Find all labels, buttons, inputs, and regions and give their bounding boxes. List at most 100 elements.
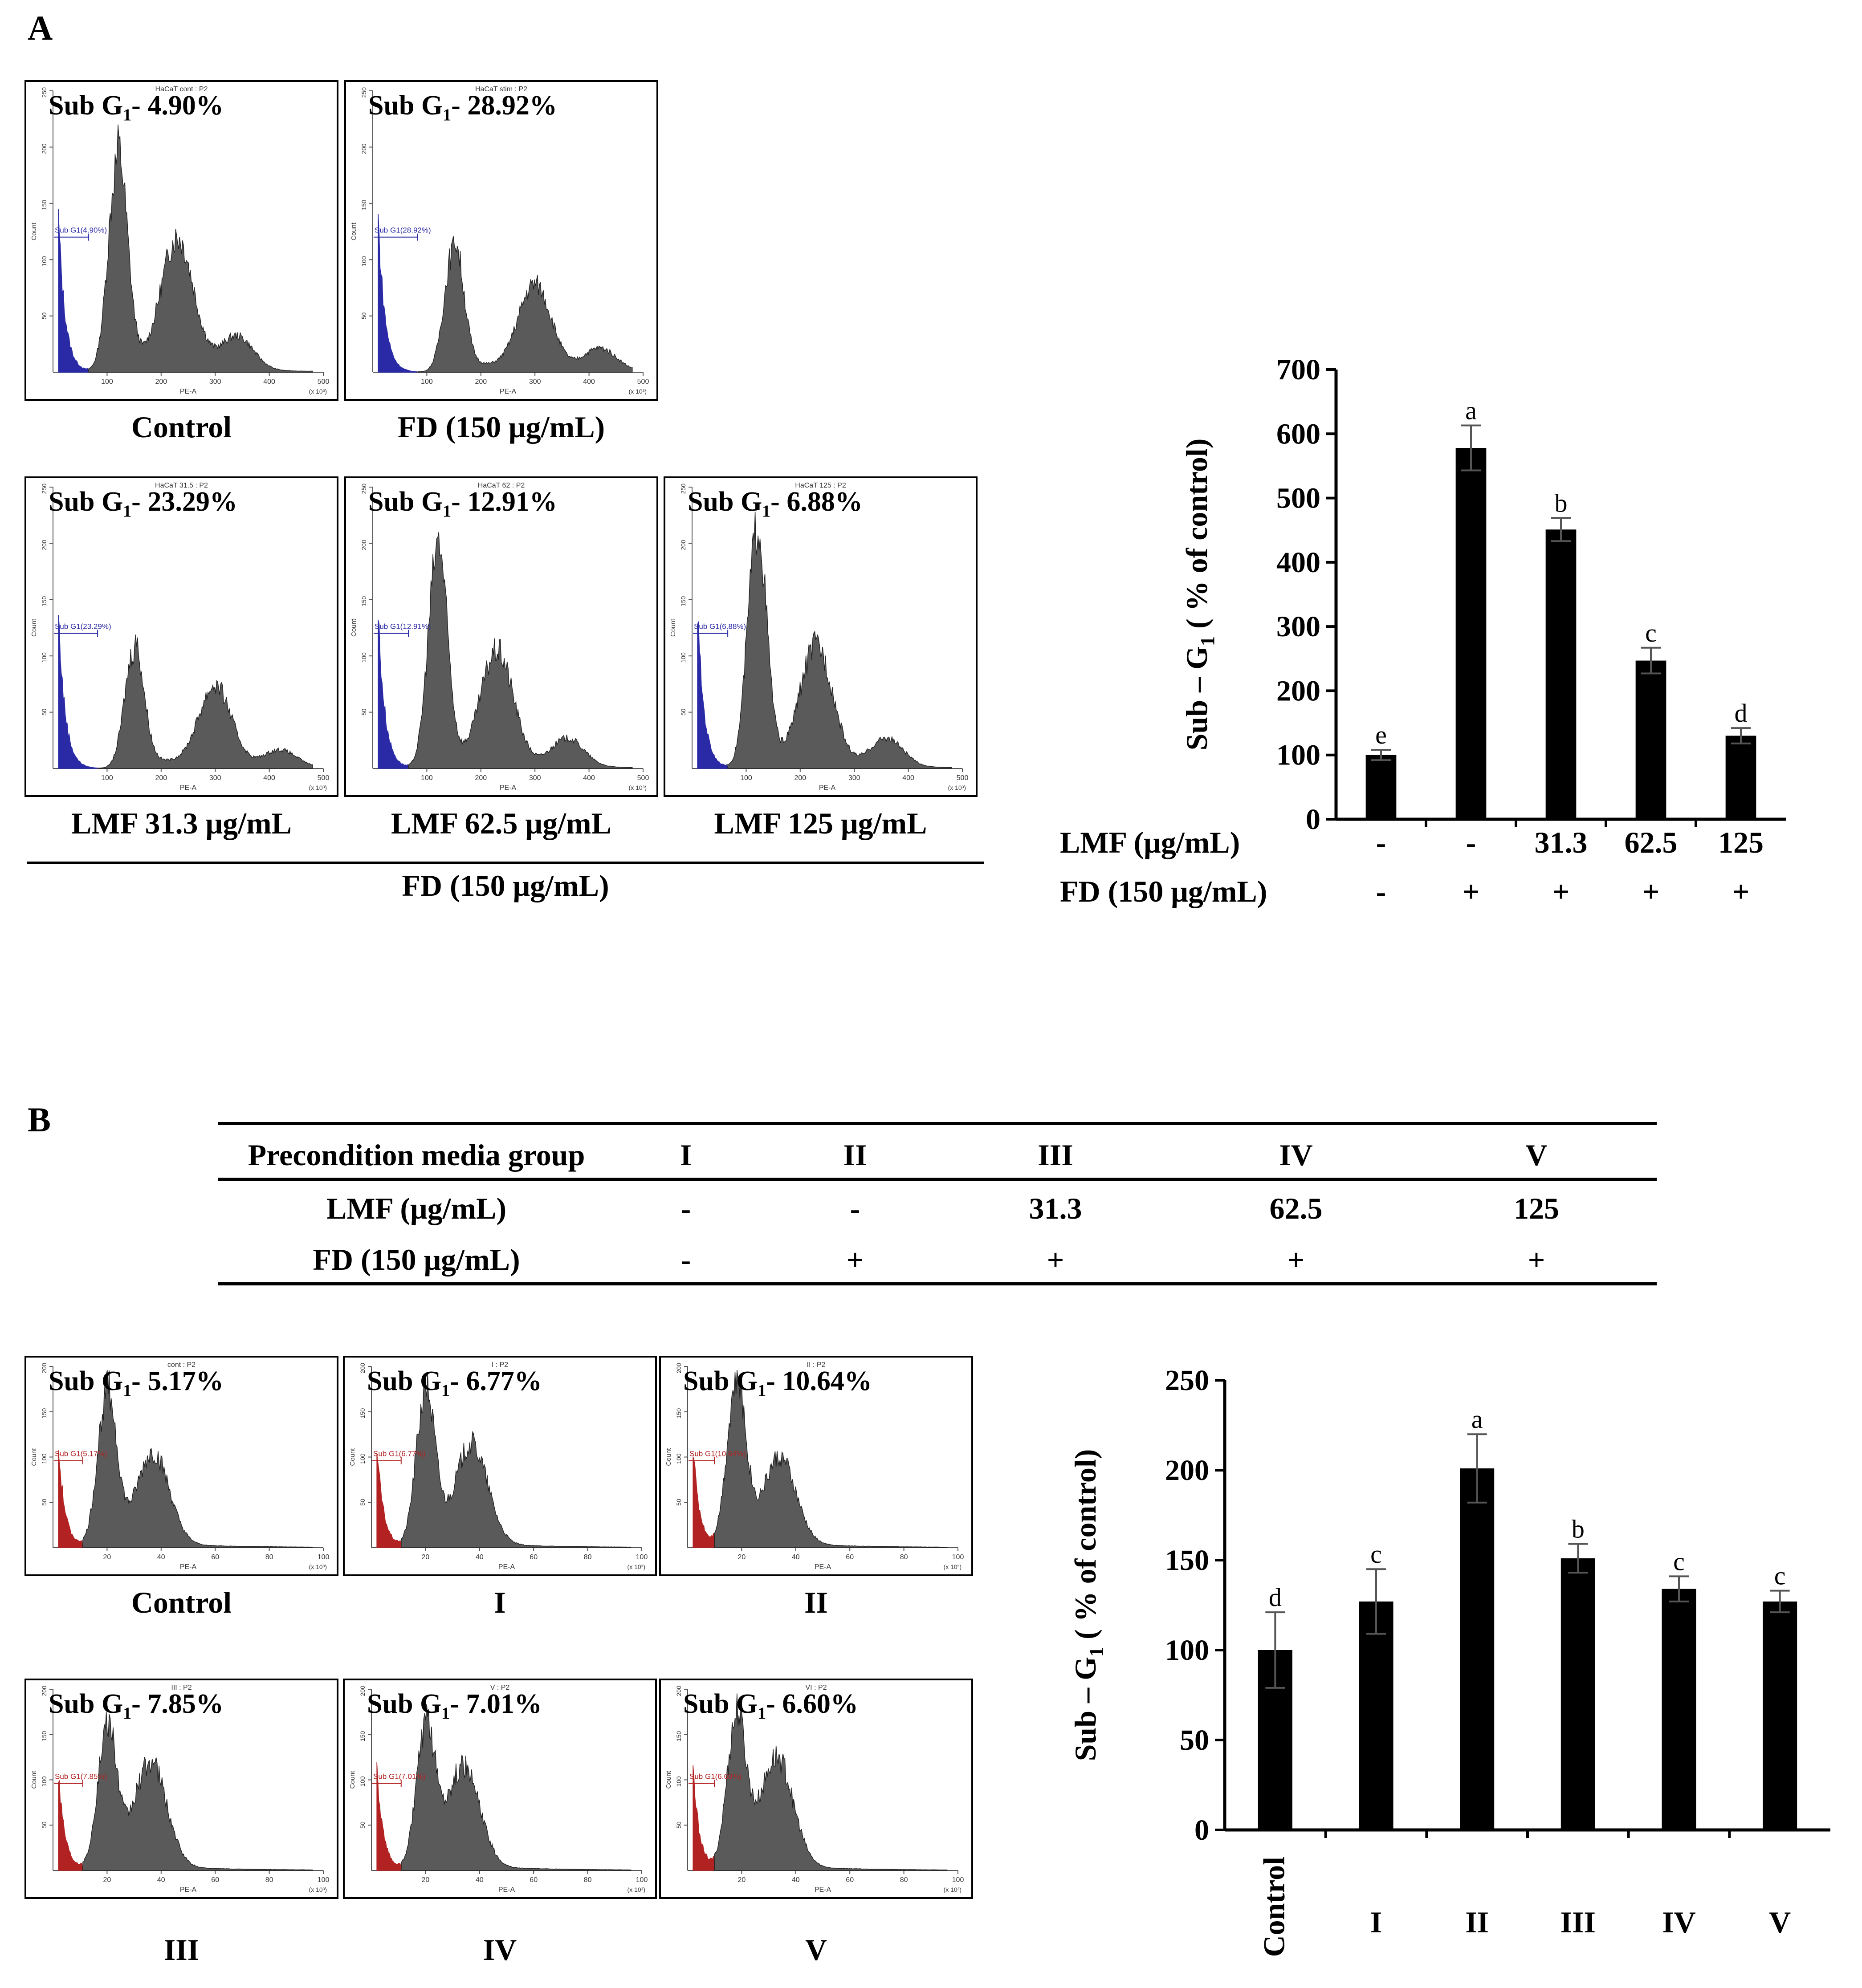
row-value: 125 — [1718, 825, 1764, 859]
histogram-x-title: PE-A — [180, 388, 197, 395]
histogram-y-tick: 50 — [41, 312, 48, 319]
row-value: - — [1376, 874, 1386, 908]
bar — [1460, 1468, 1495, 1830]
histogram-gate-label: Sub G1(6.60%) — [689, 1773, 742, 1781]
row-value: + — [1463, 874, 1480, 908]
histogram-x-tick: 60 — [211, 1876, 219, 1884]
histogram-x-tick: 20 — [738, 1553, 746, 1561]
histogram-subg1-region — [693, 1765, 715, 1871]
histogram-x-tick: 100 — [318, 1876, 330, 1884]
histogram-gate-label: Sub G1(12.91%) — [375, 622, 431, 631]
histogram-x-tick: 400 — [263, 774, 275, 782]
histogram-x-unit: (x 10³) — [944, 1886, 962, 1893]
panel-b-histogram-15: VI : P2 20 40 60 80 100 PE-A (x 10³) 50 100 150 200… — [659, 1679, 973, 1899]
table-rule — [218, 1122, 1657, 1125]
histogram-x-title: PE-A — [180, 1886, 197, 1894]
histogram-main-region — [88, 124, 313, 373]
histogram-axes: 100 200 300 400 500 PE-A (x 10³) 50 100 150 200 250… — [350, 87, 649, 395]
table-header-cell: II — [843, 1138, 867, 1172]
histogram-y-title: Count — [349, 1771, 356, 1789]
histogram-x-tick: 300 — [209, 378, 221, 386]
bar — [1545, 529, 1577, 819]
panel-a-histogram-3: HaCaT 62 : P2 100 200 300 400 500 PE-A (x 10³) 5… — [344, 476, 658, 797]
histogram-x-tick: 20 — [103, 1876, 111, 1884]
histogram-x-tick: 40 — [476, 1876, 484, 1884]
histogram-gate-label: Sub G1(28.92%) — [375, 226, 431, 235]
histogram-x-tick: 80 — [584, 1876, 592, 1884]
x-category-label: IV — [1662, 1905, 1696, 1939]
panel-b-histogram-12: II : P2 20 40 60 80 100 PE-A (x 10³) 50 100 150 200… — [659, 1356, 973, 1576]
histogram-y-tick: 150 — [359, 1408, 366, 1419]
histogram-x-tick: 40 — [792, 1876, 800, 1884]
histogram-y-tick: 200 — [360, 540, 367, 550]
histogram-title: HaCaT stim : P2 — [475, 85, 528, 93]
histogram-y-tick: 200 — [41, 1686, 48, 1696]
histogram-x-tick: 500 — [318, 378, 330, 386]
y-tick-label: 100 — [1165, 1634, 1209, 1667]
histogram-y-tick: 100 — [675, 1776, 682, 1787]
histogram-x-tick: 400 — [263, 378, 275, 386]
histogram-x-tick: 60 — [530, 1553, 538, 1561]
histogram-subg1-region — [376, 1453, 402, 1548]
histogram-x-title: PE-A — [500, 784, 517, 792]
table-header-cell: Precondition media group — [248, 1138, 585, 1172]
histogram-x-tick: 100 — [421, 378, 433, 386]
histogram-y-title: Count — [665, 1771, 672, 1789]
histogram-x-tick: 20 — [422, 1876, 430, 1884]
table-cell: + — [1528, 1243, 1545, 1277]
panel-b-histogram-14: V : P2 20 40 60 80 100 PE-A (x 10³) 50 100 150 200 C… — [343, 1679, 657, 1899]
table-cell: + — [1287, 1243, 1305, 1277]
histogram-main-region — [401, 1704, 632, 1871]
histogram-x-tick: 500 — [637, 378, 649, 386]
histogram-y-tick: 100 — [675, 1453, 682, 1464]
histogram-x-title: PE-A — [180, 1563, 197, 1571]
histogram-y-tick: 200 — [41, 143, 48, 154]
histogram-y-title: Count — [30, 222, 38, 240]
histogram-y-tick: 150 — [359, 1731, 366, 1742]
panel-a-bar-chart: 0 100 200 300 400 500 600 700 Sub – G1 ( % of co… — [1060, 354, 1786, 908]
histogram-y-tick: 200 — [359, 1686, 366, 1696]
significance-letter: a — [1471, 1405, 1483, 1434]
table-header-cell: IV — [1279, 1138, 1313, 1172]
histogram-y-tick: 200 — [360, 143, 367, 154]
histogram-y-tick: 50 — [41, 1499, 48, 1506]
significance-letter: a — [1465, 396, 1477, 425]
histogram-subg1-label: Sub G1- 7.01% — [367, 1689, 542, 1723]
histogram-y-tick: 50 — [359, 1821, 366, 1829]
histogram-x-tick: 60 — [846, 1876, 854, 1884]
histogram-subg1-label: Sub G1- 28.92% — [368, 90, 557, 125]
histogram-main-region — [97, 634, 313, 769]
histogram-x-title: PE-A — [815, 1563, 831, 1571]
row-value: + — [1732, 874, 1750, 908]
histogram-gate-label: Sub G1(7.85%) — [55, 1773, 107, 1781]
y-tick-label: 200 — [1276, 675, 1320, 707]
histogram-main-region — [714, 1370, 948, 1548]
histogram-y-tick: 200 — [680, 540, 687, 550]
histogram-title: HaCaT cont : P2 — [155, 85, 208, 93]
histogram-y-title: Count — [349, 1448, 356, 1466]
histogram-x-tick: 60 — [530, 1876, 538, 1884]
histogram-y-tick: 150 — [41, 1408, 48, 1419]
histogram-x-tick: 100 — [318, 1553, 330, 1561]
y-tick-label: 300 — [1276, 610, 1320, 643]
panel-b-histogram-caption: Control — [131, 1586, 232, 1619]
histogram-x-unit: (x 10³) — [627, 1563, 645, 1570]
histogram-title: HaCaT 62 : P2 — [477, 482, 525, 489]
panel-a-group-rule — [27, 862, 984, 864]
histogram-subg1-region — [378, 214, 418, 373]
histogram-x-unit: (x 10³) — [629, 388, 647, 395]
histogram-subg1-region — [697, 621, 729, 769]
table-cell: FD (150 μg/mL) — [313, 1243, 520, 1277]
histogram-gate-label: Sub G1(23.29%) — [55, 622, 111, 631]
table-cell: 125 — [1514, 1191, 1559, 1225]
histogram-x-tick: 100 — [636, 1553, 648, 1561]
table-cell: 62.5 — [1269, 1191, 1323, 1225]
histogram-x-tick: 500 — [637, 774, 649, 782]
x-category-label: III — [1560, 1905, 1596, 1939]
row-value: - — [1376, 825, 1386, 859]
panel-b-histogram-caption: II — [804, 1586, 828, 1619]
x-category-label: II — [1465, 1905, 1489, 1939]
histogram-x-tick: 20 — [103, 1553, 111, 1561]
histogram-gate-label: Sub G1(7.01%) — [373, 1773, 425, 1781]
histogram-x-tick: 300 — [529, 774, 541, 782]
